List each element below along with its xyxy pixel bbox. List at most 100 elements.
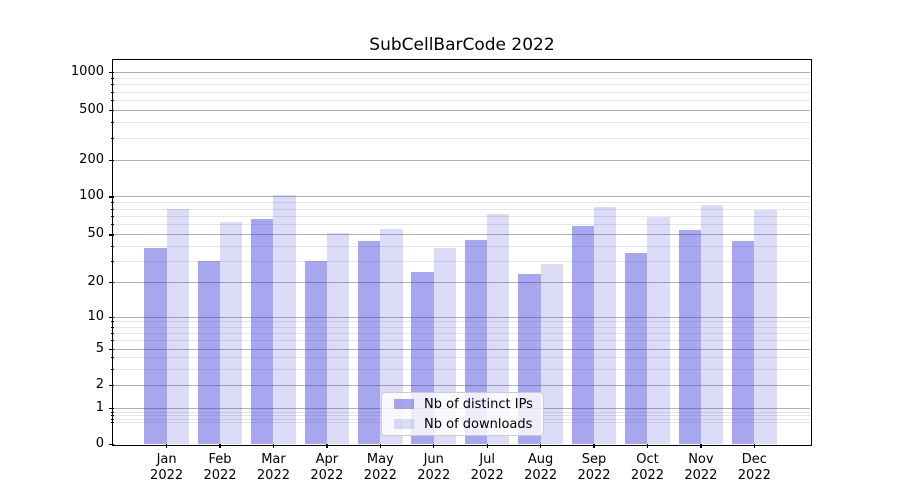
y-minor-tick [111, 215, 114, 217]
y-minor-tick [111, 418, 114, 420]
gridline-major [113, 72, 810, 73]
x-tick [486, 444, 488, 448]
bar-downloads-jul [487, 214, 510, 444]
y-tick-label: 5 [95, 340, 104, 356]
bar-downloads-apr [326, 233, 350, 444]
gridline-minor [113, 326, 810, 328]
bar-downloads-may [380, 229, 403, 444]
y-minor-tick [111, 415, 114, 417]
y-tick-label: 10 [87, 308, 104, 324]
y-minor-tick [111, 422, 114, 424]
gridline-major [113, 160, 810, 161]
gridline-minor [113, 332, 810, 334]
gridline-minor [113, 245, 810, 247]
y-minor-tick [111, 357, 114, 359]
legend-label-downloads: Nb of downloads [424, 416, 533, 432]
x-tick-label: Jun 2022 [417, 452, 451, 483]
gridline-minor [113, 260, 810, 262]
x-tick [326, 444, 328, 448]
bar-downloads-jan [166, 208, 189, 444]
y-minor-tick [111, 245, 114, 247]
gridline-minor [113, 137, 810, 139]
y-tick-label: 2 [95, 376, 104, 392]
x-tick [700, 444, 702, 448]
y-minor-tick [111, 224, 114, 226]
chart-title: SubCellBarCode 2022 [369, 35, 555, 55]
y-tick [108, 408, 114, 410]
x-tick [540, 444, 542, 448]
gridline-minor [113, 91, 810, 93]
x-tick-label: Jan 2022 [150, 452, 184, 483]
gridline-minor [113, 208, 810, 210]
y-tick-label: 200 [79, 152, 104, 167]
y-tick [108, 348, 114, 350]
x-tick-label: Sep 2022 [577, 452, 611, 483]
x-tick-label: May 2022 [363, 452, 397, 483]
y-minor-tick [111, 77, 114, 79]
bar-downloads-nov [700, 204, 724, 444]
bar-distinct-ips-apr [304, 260, 327, 444]
gridline-minor [113, 357, 810, 359]
y-tick-label: 500 [79, 102, 104, 117]
bar-downloads-mar [273, 195, 296, 444]
x-tick [433, 444, 435, 448]
x-tick [379, 444, 382, 448]
y-minor-tick [111, 368, 114, 370]
gridline-minor [113, 340, 810, 342]
y-tick-label: 100 [79, 188, 104, 204]
y-tick-label: 1000 [70, 64, 104, 79]
gridline-major [113, 196, 810, 198]
gridline-major [113, 348, 810, 350]
legend-row-downloads: Nb of downloads [394, 417, 533, 432]
x-tick-label: Jul 2022 [470, 452, 504, 483]
gridline-minor [113, 215, 810, 217]
gridline-minor [113, 77, 810, 79]
legend-swatch-distinct-ips [394, 399, 414, 409]
gridline-minor [113, 224, 810, 226]
y-tick [108, 281, 114, 283]
legend-row-distinct-ips: Nb of distinct IPs [394, 397, 533, 412]
bar-distinct-ips-sep [571, 226, 595, 444]
y-tick-label: 1 [95, 400, 104, 415]
gridline-major [113, 110, 810, 111]
x-tick [646, 444, 649, 448]
gridline-major [113, 281, 810, 283]
bar-distinct-ips-nov [678, 230, 701, 444]
y-tick [108, 384, 114, 386]
y-minor-tick [111, 122, 114, 124]
gridline-minor [113, 321, 810, 323]
y-tick [108, 234, 114, 236]
y-tick [108, 196, 114, 198]
y-minor-tick [111, 260, 114, 262]
x-tick [593, 444, 595, 448]
x-tick-label: Mar 2022 [256, 452, 290, 483]
y-minor-tick [111, 208, 114, 210]
bar-downloads-feb [220, 221, 243, 444]
x-tick [753, 444, 756, 448]
x-tick-label: Aug 2022 [524, 452, 558, 483]
bar-downloads-oct [647, 217, 670, 444]
bar-distinct-ips-oct [625, 252, 648, 444]
y-minor-tick [111, 137, 114, 139]
x-tick-label: Nov 2022 [684, 452, 718, 483]
y-minor-tick [111, 91, 114, 93]
x-tick-label: Oct 2022 [630, 452, 665, 483]
y-tick [108, 160, 114, 162]
x-tick [166, 444, 168, 448]
y-minor-tick [111, 340, 114, 342]
x-tick-label: Feb 2022 [203, 452, 237, 483]
y-minor-tick [111, 202, 114, 204]
x-tick [272, 444, 275, 448]
x-tick [219, 444, 221, 448]
bar-downloads-sep [594, 207, 617, 444]
y-minor-tick [111, 411, 114, 413]
bar-distinct-ips-jan [144, 248, 167, 444]
y-minor-tick [111, 332, 114, 334]
x-tick-label: Apr 2022 [310, 452, 344, 483]
gridline-minor [113, 202, 810, 204]
gridline-major [113, 384, 810, 386]
y-tick-label: 0 [95, 436, 104, 451]
gridline-major [113, 234, 810, 236]
y-minor-tick [111, 326, 114, 328]
bar-distinct-ips-feb [197, 260, 221, 444]
